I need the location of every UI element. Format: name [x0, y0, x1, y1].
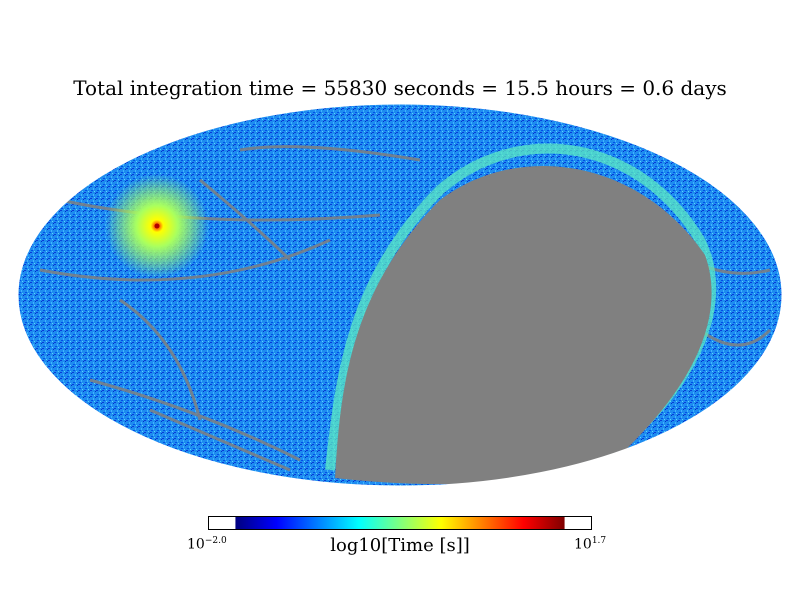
colorbar-min-label: 10−2.0: [187, 536, 227, 553]
colorbar-max-base: 10: [574, 536, 592, 553]
map-title: Total integration time = 55830 seconds =…: [73, 76, 727, 100]
colorbar-min-base: 10: [187, 536, 205, 553]
colorbar-min-exponent: −2.0: [204, 536, 227, 546]
colorbar-max-label: 101.7: [574, 536, 606, 553]
colorbar: [208, 516, 592, 530]
colorbar-gradient: [235, 517, 565, 529]
colorbar-title: log10[Time [s]]: [330, 535, 470, 556]
colorbar-max-exponent: 1.7: [591, 536, 607, 546]
hotspot-peak: [154, 223, 160, 229]
map-border: [17, 103, 783, 487]
unobserved-region: [335, 165, 712, 485]
